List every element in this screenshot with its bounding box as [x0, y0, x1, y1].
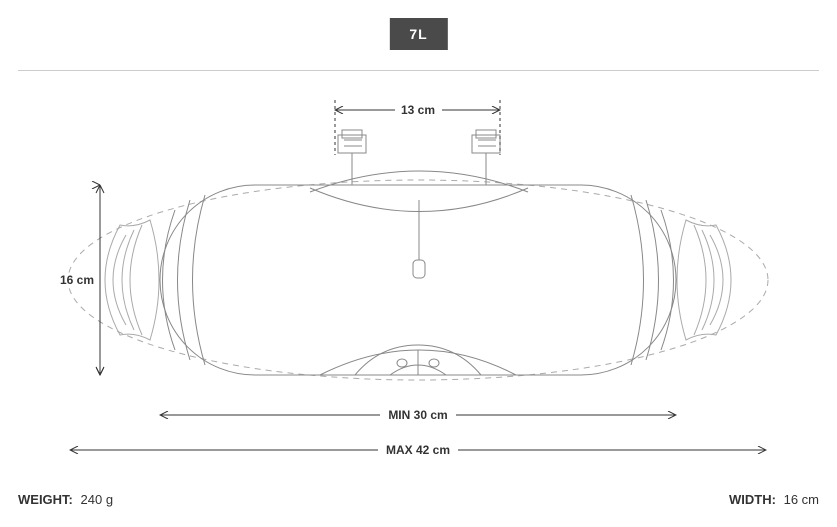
dimension-min: MIN 30 cm: [160, 408, 676, 422]
side-detail-left: [163, 195, 206, 365]
dim-height-label: 16 cm: [60, 273, 94, 287]
product-diagram: 13 cm 16 cm MIN 30 cm MAX 42 cm: [0, 80, 837, 480]
width-value: 16 cm: [784, 492, 819, 507]
spec-row: WEIGHT: 240 g WIDTH: 16 cm: [18, 492, 819, 507]
dim-min-label: MIN 30 cm: [388, 408, 447, 422]
weight-value: 240 g: [81, 492, 114, 507]
dimension-top: 13 cm: [335, 100, 500, 155]
diagram-svg: 13 cm 16 cm MIN 30 cm MAX 42 cm: [0, 80, 837, 480]
size-badge-label: 7L: [409, 26, 427, 42]
dimension-height: 16 cm: [60, 185, 104, 375]
weight-label: WEIGHT:: [18, 492, 73, 507]
dim-top-label: 13 cm: [401, 103, 435, 117]
spec-weight: WEIGHT: 240 g: [18, 492, 113, 507]
spec-width: WIDTH: 16 cm: [729, 492, 819, 507]
size-badge: 7L: [389, 18, 447, 50]
divider: [18, 70, 819, 71]
dimension-max: MAX 42 cm: [70, 443, 766, 457]
dim-max-label: MAX 42 cm: [386, 443, 450, 457]
side-detail-right: [631, 195, 674, 365]
bag-body: [160, 185, 676, 375]
width-label: WIDTH:: [729, 492, 776, 507]
